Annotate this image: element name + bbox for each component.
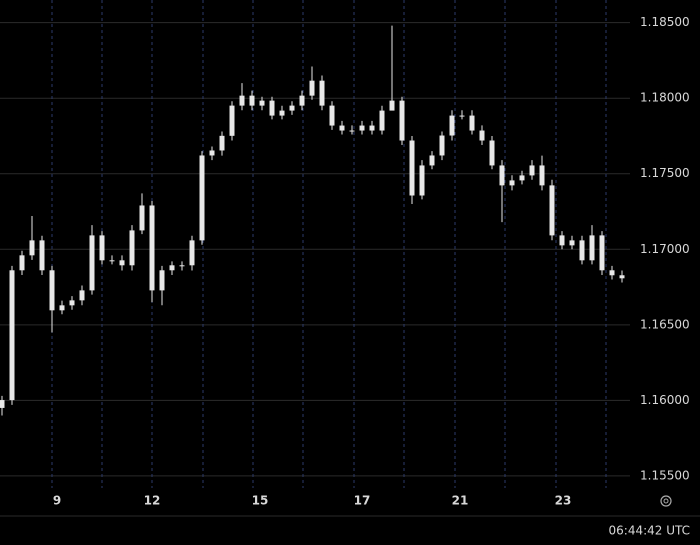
candle-body <box>129 230 135 266</box>
candle-body <box>579 240 585 261</box>
x-tick-label: 23 <box>555 494 572 508</box>
x-tick-label: 21 <box>452 494 469 508</box>
clock: 06:44:42 UTC <box>609 524 691 538</box>
candle-body <box>439 135 445 156</box>
candle-body <box>189 240 195 266</box>
candle-body <box>549 185 555 236</box>
candle-body <box>619 275 625 279</box>
y-tick-label: 1.18000 <box>640 91 690 105</box>
y-tick-label: 1.18500 <box>640 15 690 29</box>
candle-body <box>39 240 45 271</box>
candle-body <box>479 130 485 141</box>
candle-body <box>559 235 565 246</box>
candle-body <box>59 305 65 311</box>
candle-body <box>509 180 515 186</box>
candle-body <box>319 80 325 106</box>
candle-body <box>539 165 545 186</box>
candle-body <box>369 125 375 131</box>
y-tick-label: 1.16500 <box>640 317 690 331</box>
candle-body <box>519 175 525 181</box>
candle-body <box>339 125 345 131</box>
candle-body <box>119 260 125 266</box>
x-tick-label: 17 <box>354 494 371 508</box>
candle-body <box>599 235 605 271</box>
y-tick-label: 1.17000 <box>640 242 690 256</box>
candle-body <box>429 155 435 166</box>
candle-body <box>389 100 395 111</box>
candle-body <box>249 95 255 106</box>
candle-body <box>159 270 165 291</box>
candle-body <box>459 115 465 117</box>
candle-body <box>69 300 75 306</box>
candle-body <box>489 140 495 166</box>
candle-body <box>469 115 475 131</box>
candle-body <box>269 100 275 116</box>
candle-body <box>299 95 305 106</box>
candle-body <box>289 105 295 111</box>
candle-body <box>89 235 95 291</box>
candle-body <box>609 270 615 276</box>
y-tick-label: 1.15500 <box>640 468 690 482</box>
x-tick-label: 12 <box>144 494 161 508</box>
candle-body <box>309 80 315 96</box>
x-tick-label: 15 <box>252 494 269 508</box>
candle-body <box>359 125 365 131</box>
candle-body <box>419 165 425 196</box>
candle-body <box>379 110 385 131</box>
candle-body <box>19 255 25 271</box>
candle-body <box>279 110 285 116</box>
candle-body <box>499 165 505 186</box>
candle-body <box>109 260 115 262</box>
candle-body <box>49 270 55 311</box>
candle-body <box>219 135 225 151</box>
candle-body <box>9 270 15 401</box>
y-tick-label: 1.17500 <box>640 166 690 180</box>
x-tick-label: 9 <box>53 494 61 508</box>
y-tick-label: 1.16000 <box>640 393 690 407</box>
candle-body <box>529 165 535 176</box>
candle-body <box>209 150 215 156</box>
candle-body <box>569 240 575 246</box>
candle-body <box>79 290 85 301</box>
settings-icon[interactable] <box>660 495 672 507</box>
candle-body <box>169 265 175 271</box>
candle-body <box>449 115 455 136</box>
candle-body <box>589 235 595 261</box>
candle-body <box>0 400 5 408</box>
candle-body <box>399 100 405 141</box>
candle-body <box>329 105 335 126</box>
candle-body <box>199 155 205 241</box>
candle-body <box>139 205 145 231</box>
candle-body <box>409 140 415 196</box>
candle-body <box>99 235 105 261</box>
candle-body <box>29 240 35 256</box>
candle-body <box>259 100 265 106</box>
candle-body <box>229 105 235 136</box>
candle-body <box>149 205 155 291</box>
candle-body <box>239 95 245 106</box>
candle-body <box>349 130 355 132</box>
candle-body <box>179 265 185 267</box>
